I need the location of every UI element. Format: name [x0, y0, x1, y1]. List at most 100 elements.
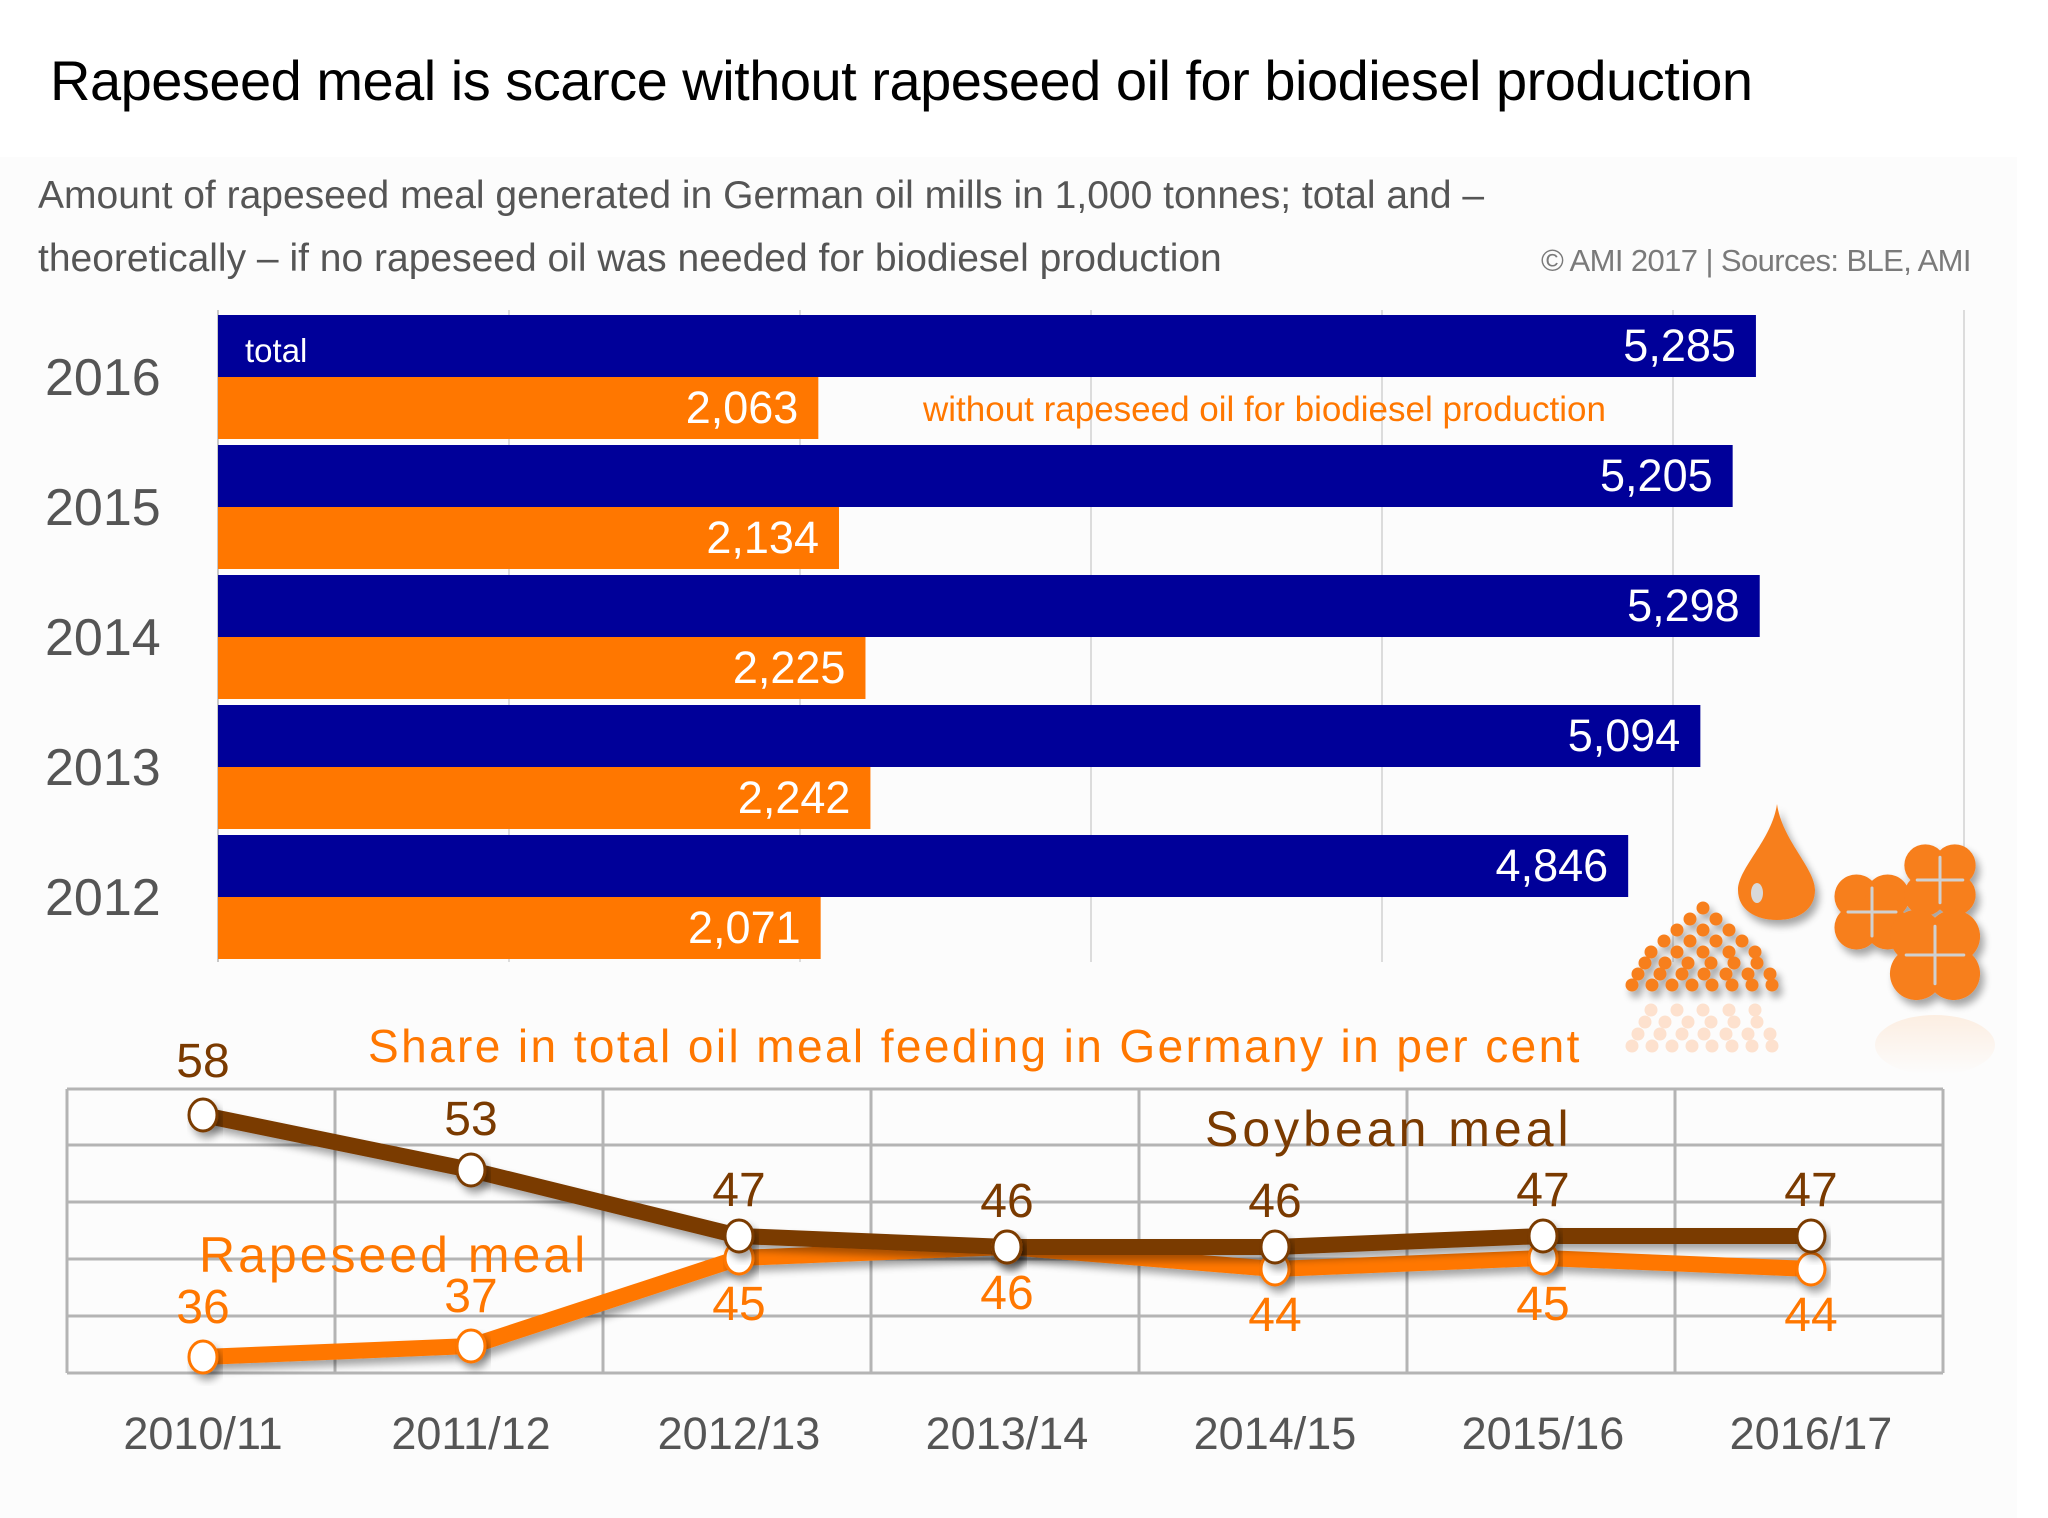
seed-dot-reflection — [1748, 1003, 1762, 1017]
bar-total — [218, 835, 1629, 897]
bar-value-label: 5,298 — [1627, 580, 1740, 631]
seed-dot-reflection — [1722, 1003, 1736, 1017]
seed-dot-reflection — [1653, 1027, 1667, 1041]
seed-dot-reflection — [1638, 1015, 1652, 1029]
seed-dot-reflection — [1670, 1003, 1684, 1017]
bar-total — [218, 705, 1701, 767]
seed-dot — [1675, 967, 1689, 981]
soybean-meal-point — [723, 1218, 755, 1254]
seed-dot — [1735, 934, 1749, 948]
seed-dot-reflection — [1725, 1039, 1739, 1053]
soybean-meal-point — [455, 1152, 487, 1188]
seed-dot — [1722, 923, 1736, 937]
soybean-meal-value: 53 — [444, 1093, 497, 1146]
seed-dot-reflection — [1705, 1039, 1719, 1053]
bar-without-biodiesel — [218, 637, 866, 699]
flower-petal — [1933, 844, 1976, 887]
soybean-meal-value: 46 — [980, 1175, 1033, 1228]
seed-dot-reflection — [1763, 1027, 1777, 1041]
seed-dot-reflection — [1685, 1039, 1699, 1053]
seed-dot — [1705, 978, 1719, 992]
seed-dot — [1670, 945, 1684, 959]
soybean-meal-value: 46 — [1248, 1175, 1301, 1228]
seed-dot — [1683, 934, 1697, 948]
seed-dot — [1683, 912, 1697, 926]
seed-dot — [1685, 978, 1699, 992]
seed-dot-reflection — [1696, 1003, 1710, 1017]
seed-dot-reflection — [1697, 1027, 1711, 1041]
seed-dot — [1709, 934, 1723, 948]
seed-dot — [1727, 956, 1741, 970]
seed-dot — [1681, 956, 1695, 970]
seed-dot — [1704, 956, 1718, 970]
seed-dot-reflection — [1675, 1027, 1689, 1041]
rapeseed-meal-value: 45 — [712, 1278, 765, 1331]
legend-without-biodiesel: without rapeseed oil for biodiesel produ… — [922, 390, 1606, 429]
bar-value-label: 5,285 — [1623, 320, 1736, 371]
seed-dot — [1745, 978, 1759, 992]
seed-dot-reflection — [1741, 1027, 1755, 1041]
x-axis-label: 2016/17 — [1730, 1408, 1893, 1459]
legend-soybean-meal: Soybean meal — [1205, 1101, 1573, 1157]
x-axis-label: 2010/11 — [123, 1408, 282, 1459]
rapeseed-flowers-reflection — [1875, 1015, 1995, 1075]
x-axis-label: 2014/15 — [1194, 1408, 1357, 1459]
seed-dot — [1658, 956, 1672, 970]
flower-petal — [1834, 905, 1879, 950]
seed-dot — [1645, 978, 1659, 992]
bar-without-biodiesel — [218, 767, 871, 829]
subtitle-line-1: Amount of rapeseed meal generated in Ger… — [38, 174, 1485, 217]
flower-petal — [1834, 874, 1879, 919]
flower-petal — [1889, 947, 1943, 1001]
soybean-meal-point — [1259, 1229, 1291, 1265]
seed-dot — [1696, 901, 1710, 915]
seed-dot-reflection — [1645, 1039, 1659, 1053]
seed-dot-reflection — [1665, 1039, 1679, 1053]
soybean-meal-point — [991, 1229, 1023, 1265]
bar-category-label: 2015 — [45, 479, 161, 537]
bar-value-label: 5,094 — [1568, 710, 1681, 761]
rapeseed-pile-icon — [1625, 901, 1779, 992]
x-axis-label: 2013/14 — [926, 1408, 1089, 1459]
seed-dot — [1644, 945, 1658, 959]
seed-dot-reflection — [1644, 1003, 1658, 1017]
legend-rapeseed-meal: Rapeseed meal — [199, 1227, 588, 1283]
rapeseed-meal-value: 37 — [444, 1270, 497, 1323]
bar-category-label: 2012 — [45, 869, 161, 927]
x-axis-label: 2011/12 — [391, 1408, 550, 1459]
seed-dot-reflection — [1658, 1015, 1672, 1029]
seed-dot — [1748, 945, 1762, 959]
bar-value-label: 4,846 — [1496, 840, 1609, 891]
bar-without-biodiesel — [218, 897, 821, 959]
line-chart — [187, 1097, 1827, 1375]
x-axis-label: 2012/13 — [658, 1408, 821, 1459]
seed-dot-reflection — [1625, 1039, 1639, 1053]
seed-dot — [1670, 923, 1684, 937]
legend-total: total — [245, 332, 307, 369]
bar-without-biodiesel — [218, 507, 839, 569]
flower-petal — [1927, 947, 1981, 1001]
seed-dot-reflection — [1745, 1039, 1759, 1053]
seed-dot — [1697, 967, 1711, 981]
bar-category-label: 2016 — [45, 349, 161, 407]
seed-dot — [1763, 967, 1777, 981]
rapeseed-meal-value: 46 — [980, 1267, 1033, 1320]
seed-dot — [1765, 978, 1779, 992]
bar-category-label: 2014 — [45, 609, 161, 667]
bar-chart — [218, 315, 1760, 959]
soybean-meal-value: 58 — [176, 1035, 229, 1088]
rapeseed-pile-reflection — [1625, 1003, 1779, 1053]
seed-dot — [1741, 967, 1755, 981]
bar-value-label: 5,205 — [1600, 450, 1713, 501]
line-chart-labels: 58 53 47 46 46 47 47 36 37 45 46 44 45 44 2010/11 2011/… — [123, 1020, 1892, 1459]
soybean-meal-point — [1527, 1218, 1559, 1254]
rapeseed-meal-value: 45 — [1516, 1278, 1569, 1331]
seed-dot — [1631, 967, 1645, 981]
flower-petal — [1904, 873, 1947, 916]
seed-dot — [1696, 923, 1710, 937]
seed-dot — [1638, 956, 1652, 970]
x-axis-label: 2015/16 — [1462, 1408, 1625, 1459]
page-title: Rapeseed meal is scarce without rapeseed… — [50, 49, 1753, 112]
seed-dot — [1709, 912, 1723, 926]
